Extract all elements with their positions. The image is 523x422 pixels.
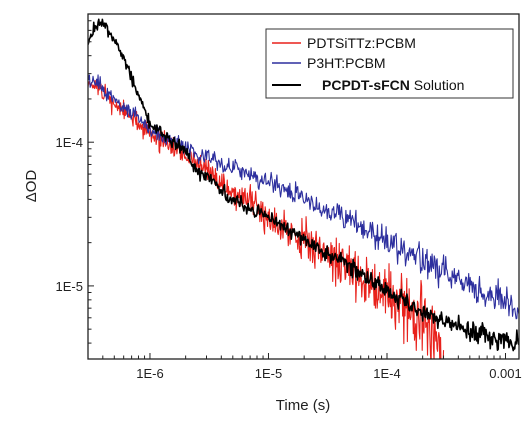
legend-label-1: PDTSiTTz:PCBM [307,35,416,51]
legend-box [265,28,514,99]
legend-label-3: PCPDT-sFCN Solution [322,77,464,93]
series-layer [88,18,519,359]
series-line-1 [88,78,445,359]
series-line-2 [88,73,519,320]
ticks-layer: 1E-6 1E-5 1E-4 0.001 1E-4 1E-5 [56,20,522,381]
y-tick-label: 1E-4 [56,135,83,150]
x-tick-label: 0.001 [489,366,522,381]
y-tick-label: 1E-5 [56,279,83,294]
x-tick-label: 1E-4 [373,366,400,381]
legend: PDTSiTTz:PCBM P3HT:PCBM PCPDT-sFCN Solutio… [265,28,514,99]
plot-frame [87,13,520,360]
series-line-3 [88,18,519,352]
legend-label-part: PDTSiTTz:PCBM [307,35,416,51]
legend-label-part: P3HT:PCBM [307,55,386,71]
x-tick-label: 1E-5 [255,366,282,381]
legend-label-part: PCPDT-sFCN [322,77,410,93]
legend-label-part: Solution [410,77,464,93]
x-axis-title: Time (s) [276,397,330,414]
x-tick-label: 1E-6 [136,366,163,381]
legend-label-2: P3HT:PCBM [307,55,386,71]
y-axis-title: ΔOD [23,170,40,203]
